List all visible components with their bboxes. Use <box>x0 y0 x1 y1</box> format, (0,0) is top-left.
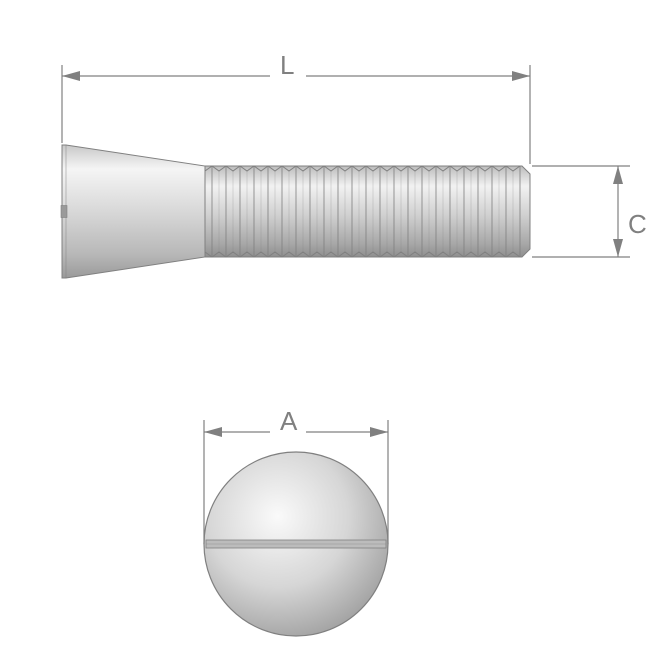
dimension-label-L: L <box>280 50 294 81</box>
screw-end-view <box>204 452 388 636</box>
drawing-svg <box>0 0 670 670</box>
screw-side-view <box>61 145 530 278</box>
dimension-label-A: A <box>280 406 297 437</box>
technical-drawing: L C A <box>0 0 670 670</box>
dimension-label-C: C <box>628 209 647 240</box>
